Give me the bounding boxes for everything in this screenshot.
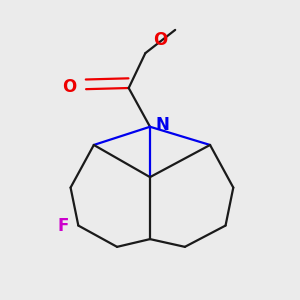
Text: O: O: [62, 78, 76, 96]
Text: N: N: [156, 116, 170, 134]
Text: F: F: [57, 217, 69, 235]
Text: O: O: [153, 31, 167, 49]
